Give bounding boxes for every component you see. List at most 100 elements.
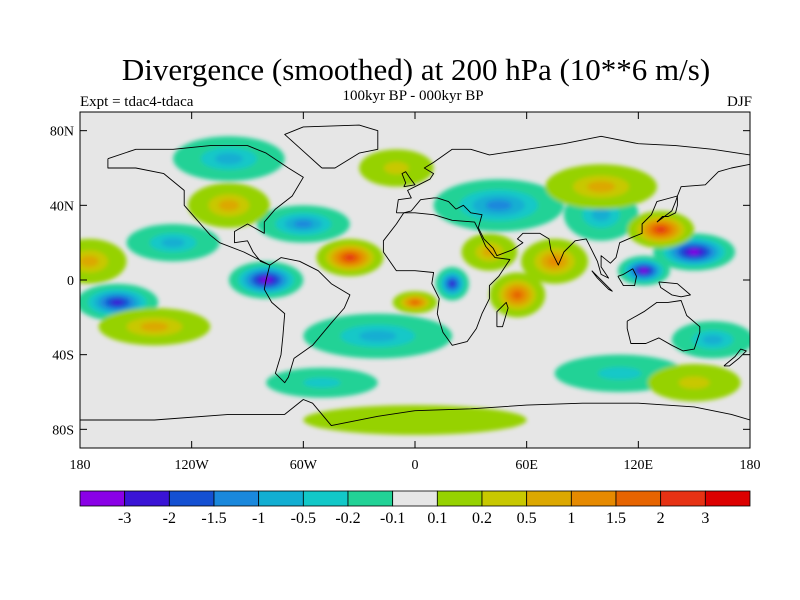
anomaly-cell: [303, 405, 527, 435]
contour-band: [678, 376, 710, 389]
colorbar-swatch: [79, 490, 126, 507]
coastline: [656, 195, 678, 223]
anomaly-cell: [433, 179, 564, 232]
coastline: [626, 300, 701, 352]
anomaly-cell: [647, 364, 741, 402]
contour-band: [591, 208, 611, 222]
y-tick-label: 40S: [52, 349, 74, 364]
x-tick-label: 120W: [175, 458, 210, 473]
colorbar-label: 0.5: [517, 510, 537, 527]
y-axis: 80N 40N 0 40S 80S: [50, 125, 750, 438]
season-label: DJF: [726, 94, 752, 110]
colorbar-swatch: [570, 490, 617, 507]
map-subtitle: 100kyr BP - 000kyr BP: [342, 88, 484, 104]
contour-band: [587, 181, 616, 193]
colorbar-swatch: [168, 490, 215, 507]
contour-band: [345, 254, 355, 261]
contour-band: [303, 377, 341, 388]
contour-band: [485, 200, 512, 211]
x-tick-label: 60W: [290, 458, 318, 473]
anomaly-cell: [98, 308, 211, 346]
coastline: [591, 270, 613, 292]
colorbar-swatch: [660, 490, 706, 507]
colorbar-swatch: [436, 490, 483, 507]
colorbar-swatch: [347, 490, 394, 507]
contour-band: [689, 249, 700, 255]
contour-band: [111, 299, 124, 306]
x-axis: 180 120W 60W 0 60E 120E 180: [70, 112, 761, 473]
contour-band: [359, 412, 471, 428]
contour-band: [383, 161, 409, 175]
colorbar-label: 2: [657, 510, 665, 527]
colorbar-swatch: [258, 490, 304, 507]
colorbar-label: 1: [567, 510, 575, 527]
anomaly-cell: [435, 266, 469, 301]
x-tick-label: 180: [740, 458, 761, 473]
anomaly-cell: [627, 210, 695, 249]
anomaly-cell: [461, 233, 518, 271]
coastline: [617, 268, 637, 287]
colorbar: -3 -2 -1.5 -1 -0.5 -0.2 -0.1 0.1 0.2 0.5 1 1.5 2 3: [79, 490, 751, 527]
coastline: [658, 281, 691, 298]
anomaly-cell: [489, 272, 546, 318]
colorbar-label: 1.5: [606, 510, 626, 527]
anomaly-cell: [316, 238, 384, 277]
anomaly-cell: [303, 313, 453, 359]
colorbar-label: -0.2: [335, 510, 360, 527]
colorbar-label: -1: [252, 510, 265, 527]
contour-band: [140, 322, 169, 332]
contour-band: [214, 153, 243, 165]
contour-band: [218, 199, 240, 211]
colorbar-swatch: [481, 490, 528, 507]
colorbar-swatch: [213, 490, 260, 507]
anomaly-cell: [126, 224, 220, 262]
colorbar-label: 0.2: [472, 510, 492, 527]
contour-band: [482, 247, 497, 257]
anomaly-cell: [80, 238, 127, 284]
coastline: [395, 135, 750, 279]
coastline: [80, 399, 750, 427]
colorbar-label: 0.1: [427, 510, 447, 527]
anomaly-cell: [187, 182, 270, 228]
coastline: [107, 145, 304, 266]
x-tick-label: 60E: [515, 458, 538, 473]
colorbar-label: -3: [118, 510, 131, 527]
colorbar-label: 3: [701, 510, 709, 527]
colorbar-swatch: [615, 490, 662, 507]
contour-band: [655, 226, 666, 233]
coastline: [723, 348, 747, 367]
anomaly-cell: [173, 136, 285, 182]
colorbar-label: -0.1: [380, 510, 405, 527]
experiment-label: Expt = tdac4-tdaca: [80, 94, 194, 110]
contour-band: [411, 300, 419, 305]
colorbar-label: -2: [163, 510, 176, 527]
y-tick-label: 0: [67, 274, 74, 289]
anomaly-cell: [545, 164, 657, 210]
anomaly-cell: [521, 238, 589, 284]
contour-band: [640, 268, 648, 273]
colorbar-swatch: [704, 490, 751, 507]
colorbar-swatch: [526, 490, 572, 507]
y-tick-label: 80N: [50, 125, 74, 140]
coastline: [263, 257, 351, 384]
contour-band: [80, 255, 99, 267]
contour-band: [598, 367, 642, 380]
contour-band: [161, 238, 185, 248]
colorbar-label: -0.5: [291, 510, 316, 527]
anomaly-cell: [617, 255, 670, 286]
coastline-layer: [80, 124, 750, 427]
anomaly-cell: [671, 321, 750, 359]
colorbar-swatch: [302, 490, 349, 507]
colorbar-swatch: [392, 490, 438, 507]
contour-band: [702, 335, 724, 345]
contour-fill-layer: [80, 136, 750, 435]
contour-band: [294, 220, 313, 228]
colorbar-swatch: [124, 490, 170, 507]
y-tick-label: 80S: [52, 423, 74, 438]
coastline: [496, 301, 509, 328]
contour-band: [359, 330, 397, 342]
coastline: [284, 124, 379, 169]
colorbar-label: -1.5: [201, 510, 226, 527]
anomaly-cell: [266, 367, 378, 398]
